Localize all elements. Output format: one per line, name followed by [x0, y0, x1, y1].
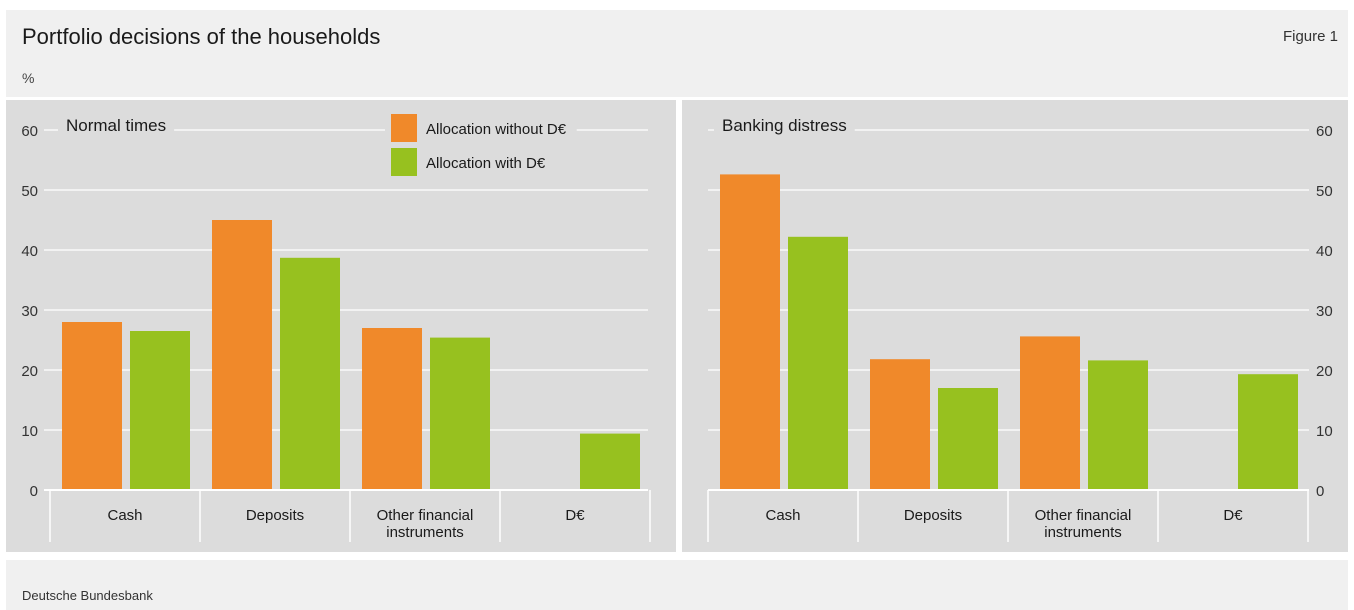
panel-banking-distress: 0 10 20 30 40 50 60 Cash Deposits Other financial… [682, 100, 1348, 552]
y-tick-label: 50 [1316, 183, 1333, 200]
y-tick-label: 40 [1316, 243, 1333, 260]
bar-deposits-with [938, 388, 998, 490]
bar-deposits-without [212, 220, 272, 490]
x-tick-label-deuro: D€ [565, 507, 585, 524]
y-tick-label: 40 [21, 243, 38, 260]
y-tick-label: 20 [21, 363, 38, 380]
chart-header: Portfolio decisions of the households Fi… [6, 10, 1348, 97]
bar-cash-without [62, 322, 122, 490]
x-tick-label-cash: Cash [765, 507, 800, 524]
panel-title: Normal times [66, 116, 166, 135]
bar-other-financial-instruments-without [1020, 336, 1080, 490]
x-tick-label-deposits: Deposits [246, 507, 304, 524]
panel-normal-times: 0 10 20 30 40 50 60 Cash Deposits Other financial… [6, 100, 676, 552]
panel-title-background [58, 114, 175, 137]
y-tick-label: 10 [1316, 423, 1333, 440]
bar-cash-without [720, 174, 780, 490]
bar-other-financial-instruments-without [362, 328, 422, 490]
bar-deposits-without [870, 359, 930, 490]
chart-title: Portfolio decisions of the households [22, 24, 381, 49]
y-tick-label: 30 [21, 303, 38, 320]
x-tick-label-other-financial-instruments: instruments [1044, 524, 1122, 541]
x-tick-label-other-financial-instruments: Other financial [377, 507, 474, 524]
legend-swatch-with [391, 148, 417, 176]
y-tick-label: 10 [21, 423, 38, 440]
chart-footer: Deutsche Bundesbank [6, 560, 1348, 610]
y-tick-label: 0 [30, 483, 38, 500]
bar-deuro-with [1238, 374, 1298, 490]
x-tick-label-other-financial-instruments: instruments [386, 524, 464, 541]
unit-label: % [22, 70, 35, 86]
bar-cash-with [788, 236, 848, 490]
bar-other-financial-instruments-with [1088, 360, 1148, 490]
bar-deposits-with [280, 257, 340, 490]
bar-other-financial-instruments-with [430, 337, 490, 490]
y-tick-label: 50 [21, 183, 38, 200]
x-tick-label-deuro: D€ [1223, 507, 1243, 524]
legend-label-without: Allocation without D€ [426, 121, 567, 138]
y-tick-label: 0 [1316, 483, 1324, 500]
y-tick-label: 60 [21, 123, 38, 140]
x-tick-label-deposits: Deposits [904, 507, 962, 524]
x-tick-label-other-financial-instruments: Other financial [1035, 507, 1132, 524]
normal-times-chart: 0 10 20 30 40 50 60 Cash Deposits Other financial… [21, 112, 651, 542]
bar-cash-with [130, 331, 190, 490]
y-tick-label: 30 [1316, 303, 1333, 320]
panel-title: Banking distress [722, 116, 847, 135]
panel-title-background [714, 114, 855, 137]
figure-label: Figure 1 [1282, 28, 1338, 45]
source-label: Deutsche Bundesbank [22, 588, 153, 603]
legend-swatch-without [391, 114, 417, 142]
y-tick-label: 20 [1316, 363, 1333, 380]
legend-label-with: Allocation with D€ [426, 155, 546, 172]
y-tick-label: 60 [1316, 123, 1333, 140]
x-tick-label-cash: Cash [107, 507, 142, 524]
bar-deuro-with [580, 433, 640, 490]
banking-distress-chart: 0 10 20 30 40 50 60 Cash Deposits Other financial… [707, 114, 1333, 542]
